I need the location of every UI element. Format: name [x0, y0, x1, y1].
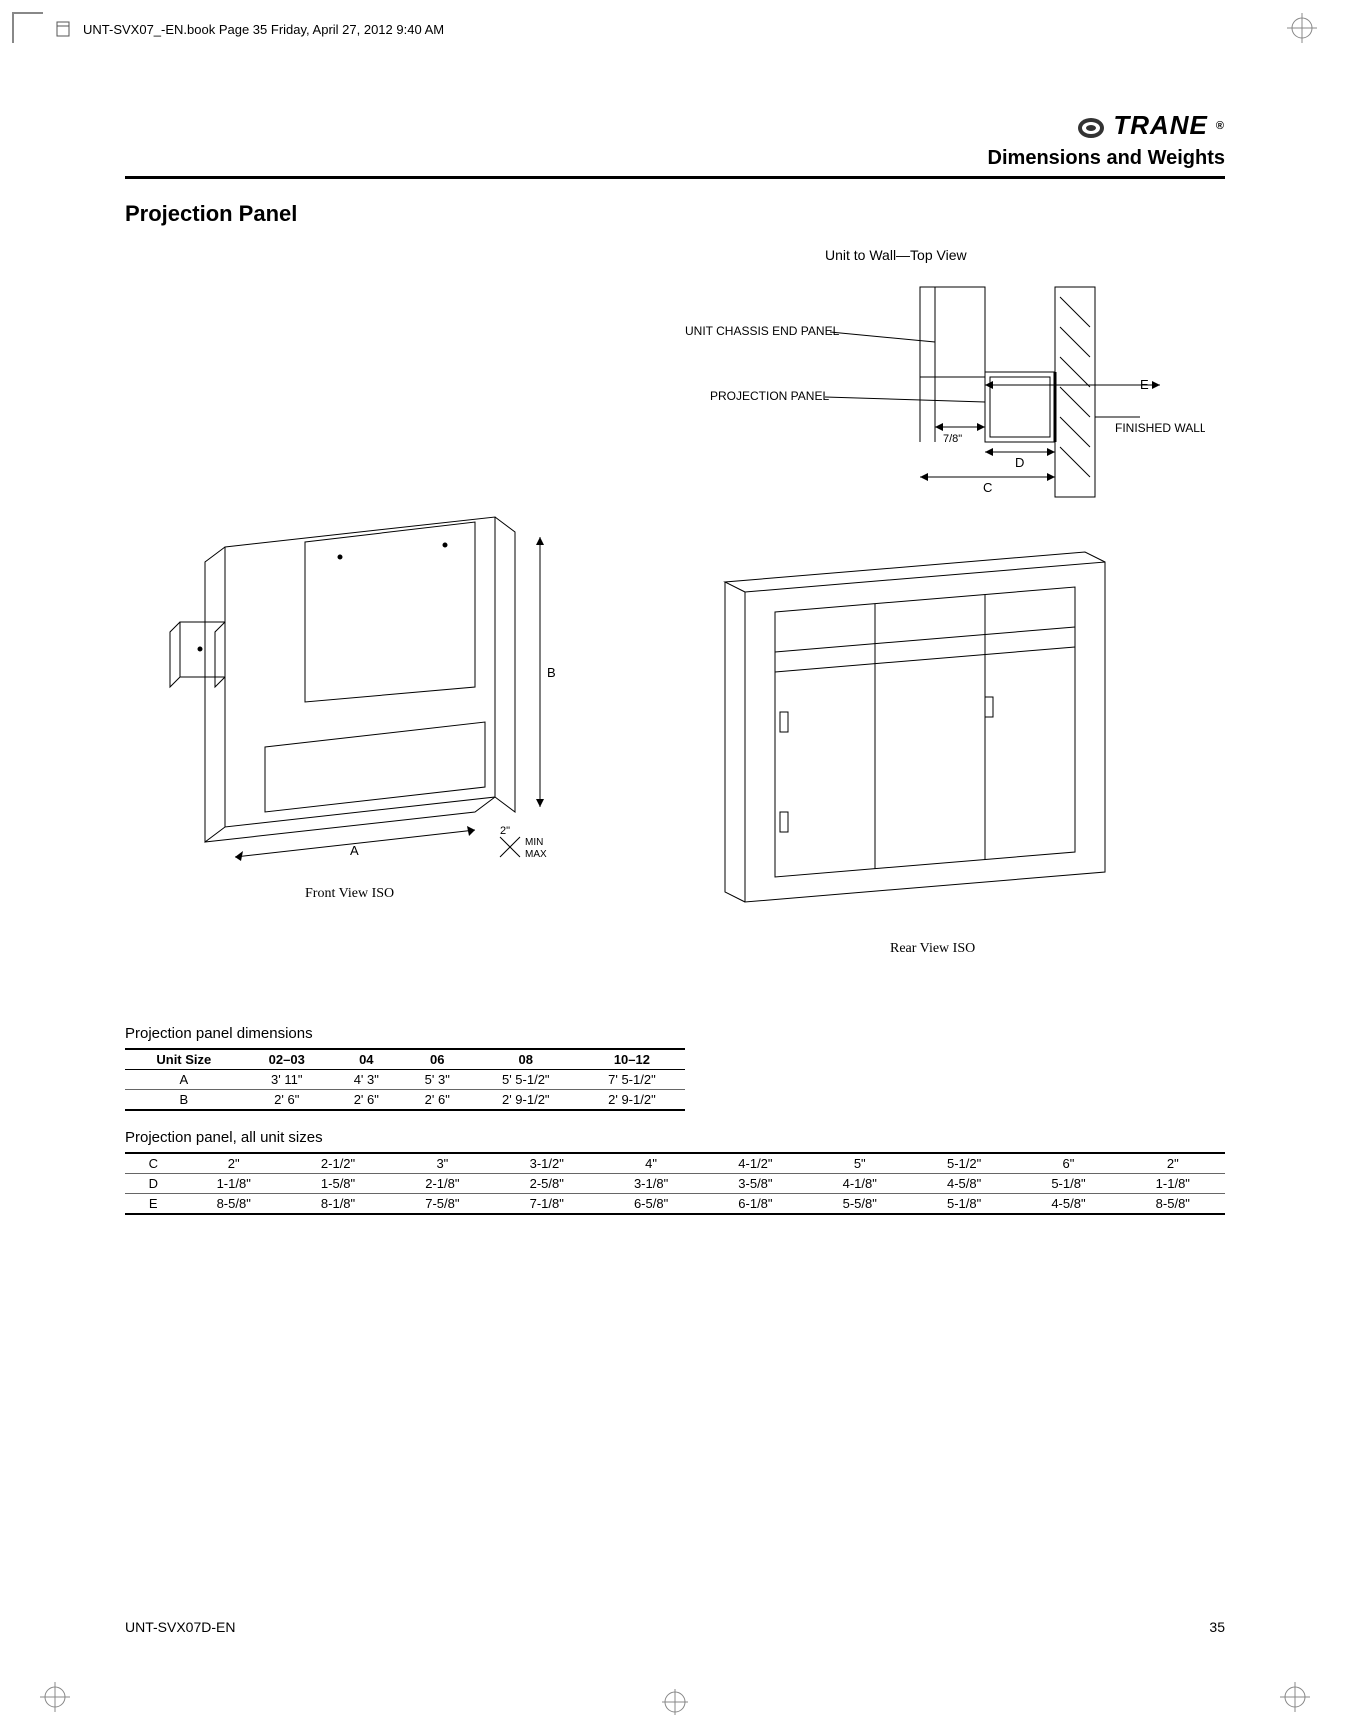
dim-a: A: [350, 843, 359, 858]
book-icon: [55, 20, 73, 38]
min-label: MIN: [525, 837, 543, 848]
max-label: MAX: [525, 849, 547, 860]
dim-7-8: 7/8": [943, 433, 962, 445]
t1-h4: 08: [473, 1049, 579, 1070]
table1-caption: Projection panel dimensions: [125, 1025, 1225, 1042]
brand-reg: ®: [1216, 120, 1225, 132]
wall-label: FINISHED WALL: [1115, 421, 1205, 435]
top-view-label: Unit to Wall—Top View: [825, 247, 967, 263]
t1-h0: Unit Size: [125, 1049, 243, 1070]
page-heading: Projection Panel: [125, 201, 1225, 227]
dim-c: C: [983, 480, 992, 495]
reg-mark-br: [1270, 1677, 1320, 1717]
table2: C2"2-1/2"3"3-1/2"4"4-1/2"5"5-1/2"6"2" D1…: [125, 1152, 1225, 1215]
book-header: UNT-SVX07_-EN.book Page 35 Friday, April…: [55, 20, 444, 38]
footer-page: 35: [1209, 1619, 1225, 1635]
brand-name: TRANE: [1113, 110, 1208, 141]
figures-area: Unit to Wall—Top View UNIT CHASSIS END P…: [125, 247, 1225, 1007]
two-inch: 2": [500, 825, 510, 837]
top-view-diagram: UNIT CHASSIS END PANEL PROJECTION PANEL …: [685, 277, 1205, 507]
front-view-label: Front View ISO: [305, 886, 394, 901]
t1-h2: 04: [331, 1049, 402, 1070]
table-row: A3' 11"4' 3"5' 3"5' 5-1/2"7' 5-1/2": [125, 1070, 685, 1090]
rear-view-diagram: Rear View ISO: [685, 532, 1185, 972]
table1: Unit Size 02–03 04 06 08 10–12 A3' 11"4'…: [125, 1048, 685, 1111]
rear-view-label: Rear View ISO: [890, 941, 975, 956]
footer-doc: UNT-SVX07D-EN: [125, 1619, 235, 1635]
projection-label: PROJECTION PANEL: [710, 389, 829, 403]
dim-e: E: [1140, 377, 1149, 392]
table-row: B2' 6"2' 6"2' 6"2' 9-1/2"2' 9-1/2": [125, 1090, 685, 1111]
table-row: D1-1/8"1-5/8"2-1/8"2-5/8"3-1/8"3-5/8"4-1…: [125, 1174, 1225, 1194]
footer: UNT-SVX07D-EN 35: [125, 1619, 1225, 1635]
t1-h3: 06: [402, 1049, 473, 1070]
table-row: E8-5/8"8-1/8"7-5/8"7-1/8"6-5/8"6-1/8"5-5…: [125, 1194, 1225, 1215]
t1-h5: 10–12: [579, 1049, 685, 1070]
title-rule: [125, 176, 1225, 179]
table2-caption: Projection panel, all unit sizes: [125, 1129, 1225, 1146]
reg-mark-bc: [650, 1687, 700, 1717]
table-row: C2"2-1/2"3"3-1/2"4"4-1/2"5"5-1/2"6"2": [125, 1153, 1225, 1174]
front-view-diagram: A B 2" MIN MAX Front View ISO: [145, 487, 575, 917]
dim-b: B: [547, 665, 556, 680]
reg-mark-bl: [30, 1677, 80, 1717]
brand-row: TRANE ®: [125, 110, 1225, 141]
reg-mark-tr: [1282, 8, 1342, 48]
book-line-text: UNT-SVX07_-EN.book Page 35 Friday, April…: [83, 22, 444, 37]
chassis-label: UNIT CHASSIS END PANEL: [685, 324, 840, 338]
section-title: Dimensions and Weights: [125, 147, 1225, 170]
brand-icon: [1077, 115, 1105, 137]
t1-h1: 02–03: [243, 1049, 331, 1070]
reg-mark-tl: [8, 8, 48, 48]
dim-d: D: [1015, 455, 1024, 470]
